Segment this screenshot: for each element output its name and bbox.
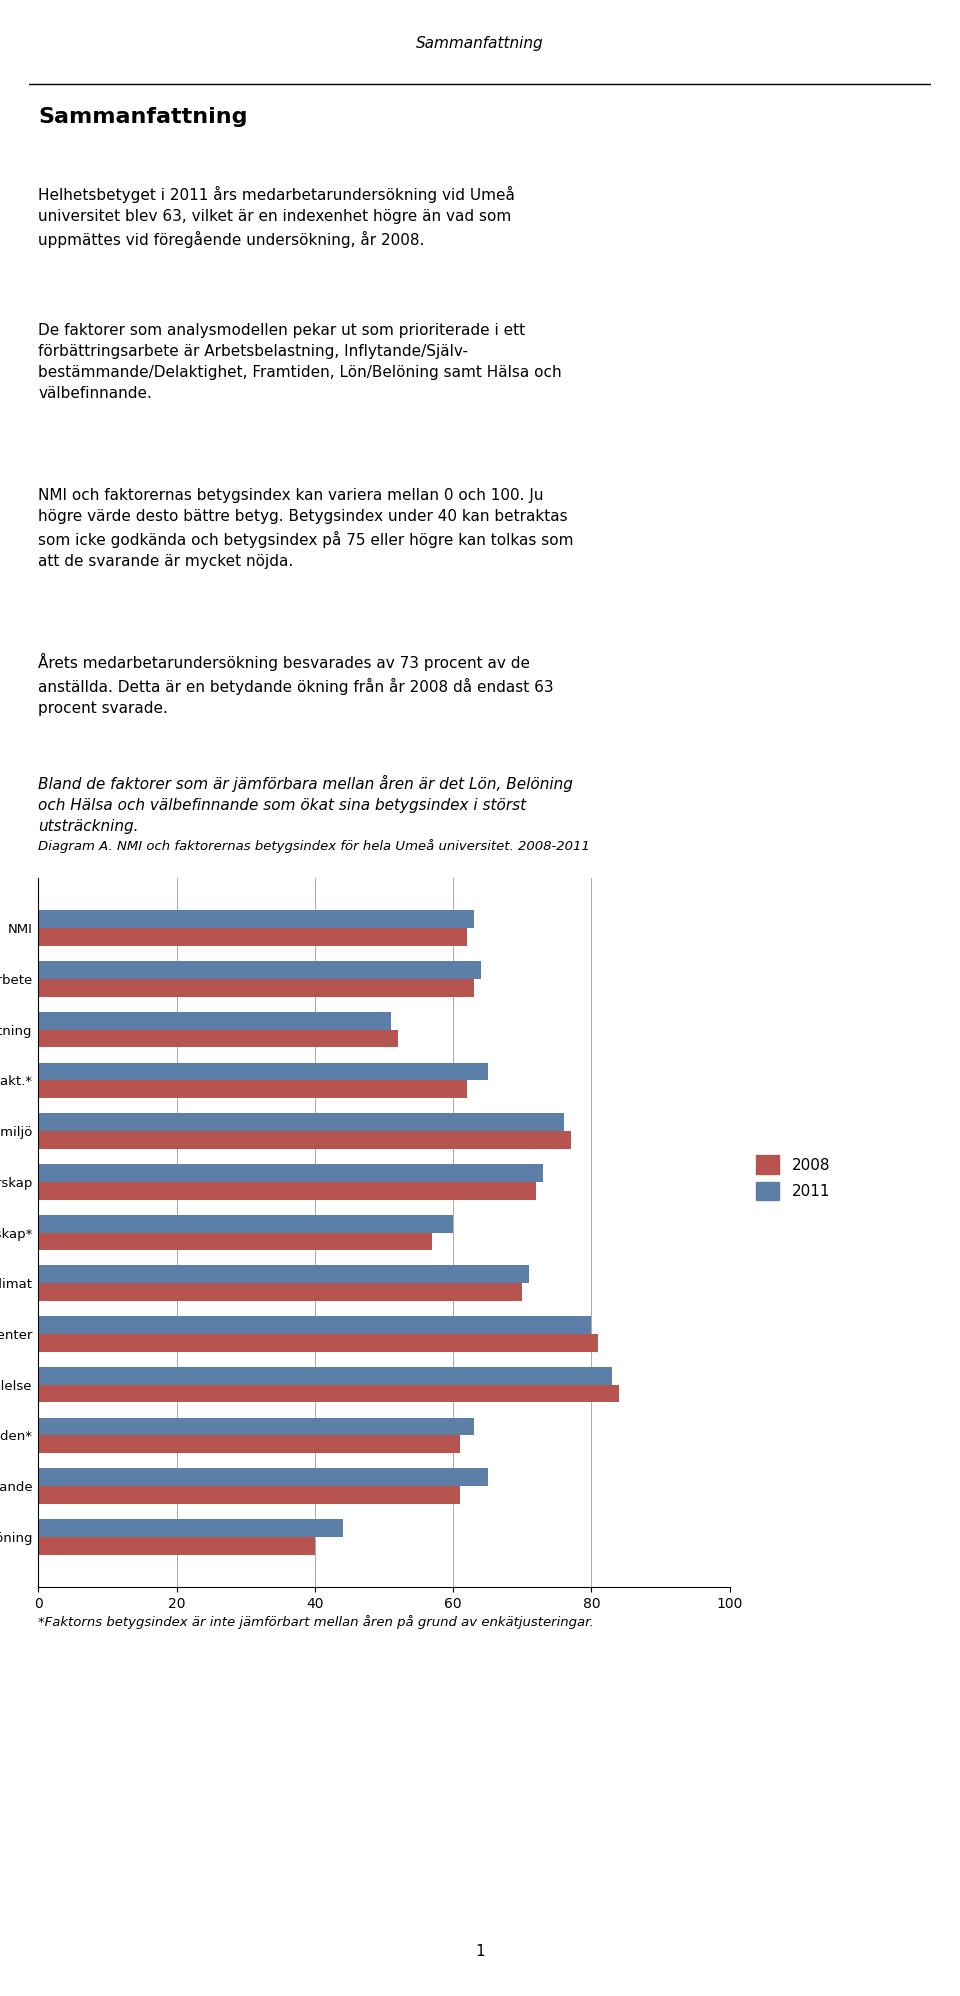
Bar xyxy=(38,1114,564,1132)
Bar xyxy=(38,1182,536,1200)
Bar xyxy=(38,1062,488,1080)
Text: Årets medarbetarundersökning besvarades av 73 procent av de
anställda. Detta är : Årets medarbetarundersökning besvarades … xyxy=(38,653,554,717)
Text: Helhetsbetyget i 2011 års medarbetarundersökning vid Umeå
universitet blev 63, v: Helhetsbetyget i 2011 års medarbetarunde… xyxy=(38,186,516,248)
Bar xyxy=(38,1012,391,1030)
Text: NMI och faktorernas betygsindex kan variera mellan 0 och 100. Ju
högre värde des: NMI och faktorernas betygsindex kan vari… xyxy=(38,487,574,569)
Bar xyxy=(38,1519,343,1537)
Text: Bland de faktorer som är jämförbara mellan åren är det Lön, Belöning
och Hälsa o: Bland de faktorer som är jämförbara mell… xyxy=(38,774,573,834)
Bar xyxy=(38,1030,397,1048)
Text: De faktorer som analysmodellen pekar ut som prioriterade i ett
förbättringsarbet: De faktorer som analysmodellen pekar ut … xyxy=(38,323,562,401)
Bar xyxy=(38,1234,432,1249)
Text: Sammanfattning: Sammanfattning xyxy=(417,36,543,52)
Bar xyxy=(38,1367,612,1385)
Legend: 2008, 2011: 2008, 2011 xyxy=(756,1156,830,1200)
Bar xyxy=(38,1537,315,1555)
Bar xyxy=(38,1417,474,1435)
Text: 1: 1 xyxy=(475,1944,485,1958)
Bar xyxy=(38,1487,460,1503)
Bar xyxy=(38,1435,460,1453)
Bar xyxy=(38,1283,522,1301)
Bar xyxy=(38,1469,488,1487)
Bar xyxy=(38,1164,543,1182)
Text: Diagram A. NMI och faktorernas betygsindex för hela Umeå universitet. 2008-2011: Diagram A. NMI och faktorernas betygsind… xyxy=(38,840,590,852)
Bar xyxy=(38,928,467,946)
Bar xyxy=(38,1385,619,1403)
Bar xyxy=(38,978,474,996)
Bar xyxy=(38,1333,598,1351)
Text: *Faktorns betygsindex är inte jämförbart mellan åren på grund av enkätjusteringa: *Faktorns betygsindex är inte jämförbart… xyxy=(38,1615,594,1629)
Bar xyxy=(38,1080,467,1098)
Text: Sammanfattning: Sammanfattning xyxy=(38,108,248,128)
Bar xyxy=(38,1132,570,1150)
Bar xyxy=(38,910,474,928)
Bar xyxy=(38,962,481,978)
Bar xyxy=(38,1265,529,1283)
Bar xyxy=(38,1216,453,1232)
Bar xyxy=(38,1315,591,1333)
